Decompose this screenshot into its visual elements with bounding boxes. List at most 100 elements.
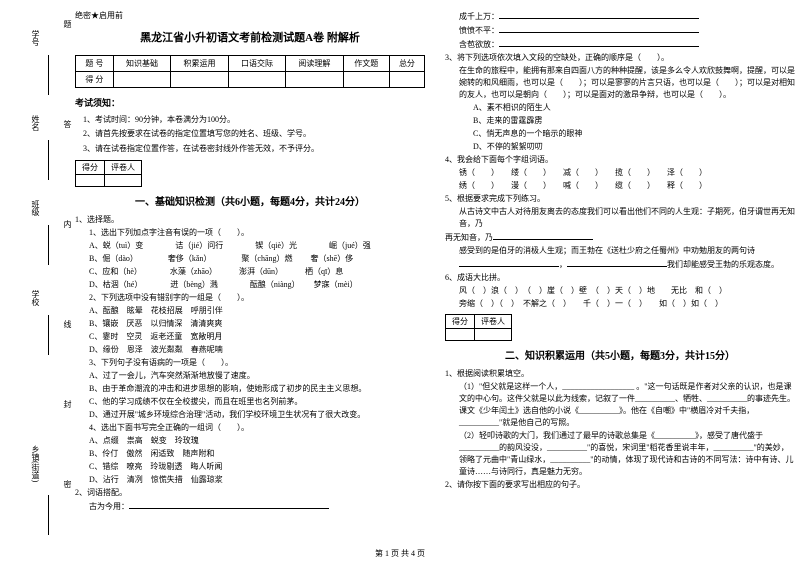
q1-opt: A、过了一会儿，汽车突然渐渐地放慢了速度。 (75, 370, 425, 382)
mini-cell (105, 175, 142, 187)
q1-sub1: 1、选出下列加点字注音有误的一项（ ）。 (75, 227, 425, 239)
score-header: 知识基础 (113, 56, 170, 72)
notice-item: 2、请首先按要求在试卷的指定位置填写您的姓名、班级、学号。 (83, 127, 425, 141)
score-cell (228, 72, 285, 88)
q1-opt: A、蜕（tuì）变 诘（jié）问行 锲（qiè）光 崛（jué）强 (75, 240, 425, 252)
sidebar-label-class: 班级 (30, 200, 41, 216)
q3-opt: B、走来的雷霆霹雳 (445, 115, 795, 127)
score-header: 阅读理解 (286, 56, 343, 72)
sidebar-label-id: 学号 (30, 30, 41, 46)
q2-line: 古为今用： (75, 500, 425, 513)
q1-opt: A、酝酿 眩晕 花枝招展 呼朋引伴 (75, 305, 425, 317)
seal-char: 答 (62, 120, 73, 136)
notice-item: 3、请在试卷指定位置作答，在试卷密封线外作答无效，不予评分。 (83, 142, 425, 156)
q6-line: 风（ ）浪（ ） （ ）崖（ ）壁 （ ）天（ ）地 无比 和（ ） (445, 285, 795, 297)
q1-sub3: 3、下列句子没有语病的一项是（ ）。 (75, 357, 425, 369)
confidential-mark: 绝密★启用前 (75, 10, 425, 21)
q2-line: 愤愤不平： (445, 24, 795, 37)
score-cell (389, 72, 424, 88)
sidebar-line (48, 55, 49, 95)
sidebar-label-school: 学校 (30, 290, 41, 306)
blank (499, 38, 699, 47)
score-header: 总分 (389, 56, 424, 72)
q1-opt: D、枯涸（hé） 迸（bèng）溅 酝酿（niàng） 梦寐（mèi） (75, 279, 425, 291)
score-header: 作文题 (343, 56, 389, 72)
seal-char: 题 (62, 20, 73, 36)
right-content: 成千上万： 愤愤不平： 含苞欲放： 3、将下列选项依次填入文段的空缺处，正确的顺… (445, 10, 795, 310)
section-1-title: 一、基础知识检测（共6小题，每题4分，共计24分） (75, 193, 425, 208)
question-1: 1、选择题。 1、选出下列加点字注音有误的一项（ ）。 A、蜕（tuì）变 诘（… (75, 214, 425, 513)
mini-cell: 得分 (76, 161, 105, 175)
q1-opt: B、由于革命潮流的冲击和进步思想的影响，使她形成了初步的民主主义思想。 (75, 383, 425, 395)
score-table: 题 号 知识基础 积累运用 口语交际 阅读理解 作文题 总分 得 分 (75, 55, 425, 88)
q22-stem: 2、请你按下面的要求写出相应的句子。 (445, 479, 795, 491)
score-cell (286, 72, 343, 88)
q1-opt: D、通过开展"城乡环境综合治理"活动，我们学校环境卫生状况有了很大改变。 (75, 409, 425, 421)
exam-title: 黑龙江省小升初语文考前检测试题A卷 附解析 (75, 29, 425, 45)
q2-stem: 2、词语搭配。 (75, 487, 425, 499)
q3-opt: C、悄无声息的一个暗示的眼神 (445, 128, 795, 140)
q1-opt: C、他的学习成绩不仅在全校拔尖，而且在班里也名列前茅。 (75, 396, 425, 408)
grader-table: 得分评卷人 (75, 160, 142, 187)
main-content: 绝密★启用前 黑龙江省小升初语文考前检测试题A卷 附解析 题 号 知识基础 积累… (75, 10, 795, 514)
blank (499, 24, 699, 33)
score-cell (113, 72, 170, 88)
blank (493, 231, 593, 240)
blank (459, 258, 559, 267)
q1-opt: A、点缀 祟高 蜕变 玲玫瑰 (75, 435, 425, 447)
seal-char: 线 (62, 320, 73, 336)
q1-stem: 1、选择题。 (75, 214, 425, 226)
q3-opt: D、不停的絮絮叨叨 (445, 141, 795, 153)
score-header: 口语交际 (228, 56, 285, 72)
mini-cell: 评卷人 (475, 315, 512, 329)
q1-opt: C、霎时 空灵 返老还童 宽敞明月 (75, 331, 425, 343)
q6-stem: 6、成语大比拼。 (445, 272, 795, 284)
q5-blank: ，我们却能感受王勃的乐观态度。 (445, 258, 795, 271)
score-row-label: 得 分 (76, 72, 114, 88)
left-column: 绝密★启用前 黑龙江省小升初语文考前检测试题A卷 附解析 题 号 知识基础 积累… (75, 10, 425, 514)
sidebar-line (48, 140, 49, 180)
notice-heading: 考试须知： (75, 96, 425, 109)
mini-cell (76, 175, 105, 187)
q4-stem: 4、我会给下面每个字组词语。 (445, 154, 795, 166)
q21-p2: （2）轻叩诗歌的大门，我们通过了最早的诗歌总集是《__________》，感受了… (445, 430, 795, 478)
seal-char: 封 (62, 400, 73, 416)
q3-body: 在生命的旅程中，能拥有那来自四面八方的种种提醒，该是多么令人欢欣鼓舞啊，提醒，可… (445, 65, 795, 101)
q21-stem: 1、根据阅读积累填空。 (445, 368, 795, 380)
q5-body2: 感受到的是伯牙的消极人生观；而王勃在《送杜少府之任蜀州》中劝勉朋友的两句诗 (445, 245, 795, 257)
binding-sidebar: 学号 姓名 班级 学校 乡镇(街道) 题 答 内 线 封 密 (0, 0, 70, 565)
q1-opt: B、镶嵌 厌恶 以归情深 清清爽爽 (75, 318, 425, 330)
sidebar-line (48, 225, 49, 265)
section-2-title: 二、知识积累运用（共5小题，每题3分，共计15分） (445, 347, 795, 362)
q5-cont: 再无知音，乃 (445, 231, 795, 244)
score-header: 题 号 (76, 56, 114, 72)
q1-sub2: 2、下列选项中没有错别字的一组是（ ）。 (75, 292, 425, 304)
notice-item: 1、考试时间：90分钟，本卷满分为100分。 (83, 113, 425, 127)
sidebar-line (48, 315, 49, 355)
q1-opt: B、伶仃 傲然 闲适致 随声附和 (75, 448, 425, 460)
q1-opt: C、错综 嘹亮 玲珑剔透 晦人听闻 (75, 461, 425, 473)
q1-opt: D、缘份 恩泽 波光粼粼 春燕呢喃 (75, 344, 425, 356)
q2-line: 成千上万： (445, 10, 795, 23)
mini-cell: 得分 (446, 315, 475, 329)
q1-sub4: 4、选出下面书写完全正确的一组词（ ）。 (75, 422, 425, 434)
score-cell (171, 72, 228, 88)
grader-table-2: 得分评卷人 (445, 314, 512, 341)
q4-line: 锈（ ） 缕（ ） 减（ ） 揽（ ） 泽（ ） (445, 167, 795, 179)
sidebar-line (48, 495, 49, 535)
q4-line: 绣（ ） 漫（ ） 喊（ ） 缆（ ） 释（ ） (445, 180, 795, 192)
q3-stem: 3、将下列选项依次填入文段的空缺处，正确的顺序是（ ）。 (445, 52, 795, 64)
score-header: 积累运用 (171, 56, 228, 72)
seal-char: 内 (62, 220, 73, 236)
page-footer: 第 1 页 共 4 页 (0, 548, 800, 559)
section-2-content: 1、根据阅读积累填空。 （1）"但父就是这样一个人，______________… (445, 368, 795, 491)
seal-char: 密 (62, 480, 73, 496)
sidebar-label-town: 乡镇(街道) (30, 445, 41, 482)
q2-line: 含苞欲放： (445, 38, 795, 51)
q1-opt: B、倔（dào） 奢侈（kǎn） 聚（chāng）燃 奢（shē）侈 (75, 253, 425, 265)
q1-opt: C、应和（hè） 水藻（zhāo） 澎湃（dūn） 栖（qī）息 (75, 266, 425, 278)
score-cell (343, 72, 389, 88)
q1-opt: D、沾行 清冽 惊慌失措 仙露琼浆 (75, 474, 425, 486)
blank (499, 10, 699, 19)
q5-body: 从古诗文中古人对待朋友离去的态度我们可以看出他们不同的人生观：子期死，伯牙谓世再… (445, 206, 795, 230)
